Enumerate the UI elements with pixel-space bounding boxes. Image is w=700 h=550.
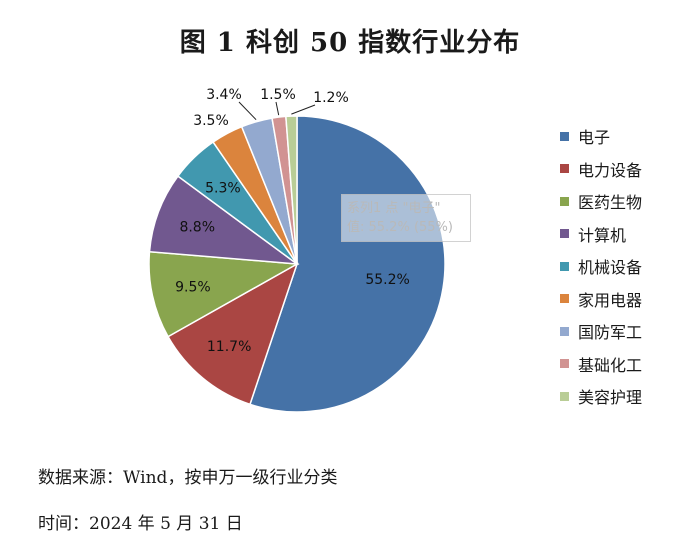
data-label-4: 8.8% — [179, 220, 215, 236]
legend-item-8[interactable]: 基础化工 — [560, 348, 642, 381]
legend-label: 美容护理 — [578, 388, 643, 408]
legend-item-2[interactable]: 电力设备 — [560, 153, 642, 186]
data-label-3: 9.5% — [175, 280, 211, 296]
legend-item-4[interactable]: 计算机 — [560, 218, 642, 251]
pie-slice-2[interactable] — [167, 262, 299, 406]
legend-label: 电力设备 — [578, 160, 643, 180]
legend-label: 家用电器 — [578, 290, 643, 310]
leader-line-8 — [275, 101, 280, 116]
data-source-note: 数据来源：Wind，按申万一级行业分类 — [38, 468, 338, 488]
pie-slice-1[interactable] — [249, 115, 446, 413]
legend-swatch — [560, 391, 569, 401]
legend-swatch — [560, 131, 569, 141]
pie-slice-4[interactable] — [148, 175, 300, 265]
legend-label: 医药生物 — [578, 193, 643, 213]
legend-swatch — [560, 359, 569, 369]
data-label-1: 55.2% — [365, 272, 409, 288]
legend-item-7[interactable]: 国防军工 — [560, 315, 642, 348]
leader-line-7 — [238, 101, 257, 121]
legend-swatch — [560, 229, 569, 239]
leader-line-9 — [291, 104, 316, 115]
data-label-7: 3.4% — [206, 87, 242, 103]
data-label-2: 11.7% — [207, 339, 251, 355]
legend-swatch — [560, 261, 569, 271]
legend-label: 计算机 — [578, 225, 627, 245]
legend-item-9[interactable]: 美容护理 — [560, 380, 642, 413]
legend-label: 基础化工 — [578, 355, 643, 375]
legend-item-3[interactable]: 医药生物 — [560, 185, 642, 218]
legend-label: 电子 — [578, 128, 611, 148]
legend-label: 国防军工 — [578, 323, 643, 343]
data-label-8: 1.5% — [260, 87, 296, 103]
legend-swatch — [560, 326, 569, 336]
pie-slice-3[interactable] — [148, 250, 300, 338]
legend-item-1[interactable]: 电子 — [560, 120, 642, 153]
hover-tooltip: 系列1 点 "电子" 值: 55.2% (55%) — [341, 194, 471, 242]
legend-item-6[interactable]: 家用电器 — [560, 283, 642, 316]
pie-slice-9[interactable] — [285, 115, 298, 265]
data-label-9: 1.2% — [313, 90, 349, 106]
legend: 电子电力设备医药生物计算机机械设备家用电器国防军工基础化工美容护理 — [560, 120, 642, 413]
tooltip-value: 值: 55.2% (55%) — [347, 220, 453, 235]
date-note: 时间：2024 年 5 月 31 日 — [38, 514, 243, 534]
legend-label: 机械设备 — [578, 258, 643, 278]
legend-swatch — [560, 294, 569, 304]
legend-item-5[interactable]: 机械设备 — [560, 250, 642, 283]
legend-swatch — [560, 164, 569, 174]
legend-swatch — [560, 196, 569, 206]
data-label-5: 5.3% — [205, 180, 241, 196]
chart-title: 图 1 科创 50 指数行业分布 — [179, 28, 521, 58]
data-label-6: 3.5% — [193, 113, 229, 129]
tooltip-series-point: 系列1 点 "电子" — [347, 201, 441, 216]
